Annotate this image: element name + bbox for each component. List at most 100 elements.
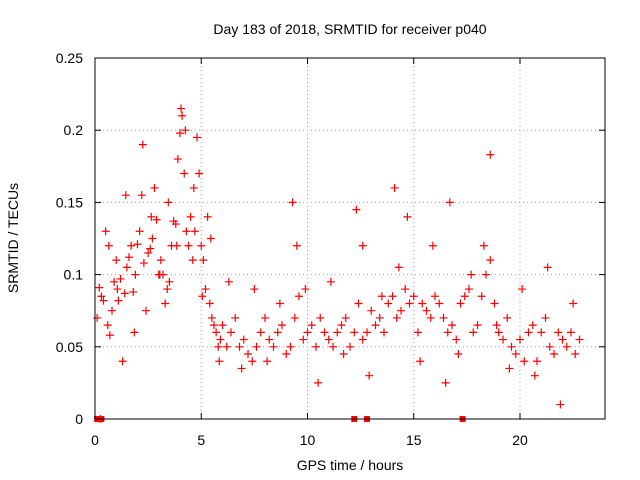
data-point: [152, 215, 161, 224]
data-point: [130, 328, 139, 337]
data-point: [528, 321, 537, 330]
data-point: [388, 292, 397, 301]
data-point: [290, 313, 299, 322]
data-point: [354, 299, 363, 308]
data-point: [486, 150, 495, 159]
data-point: [122, 263, 131, 272]
data-point: [392, 313, 401, 322]
data-point: [452, 335, 461, 344]
data-point: [503, 313, 512, 322]
axis-ticks: [94, 57, 605, 420]
data-point: [190, 227, 199, 236]
data-point: [554, 328, 563, 337]
data-point: [131, 270, 140, 279]
data-point: [337, 321, 346, 330]
data-point: [201, 285, 210, 294]
data-point: [456, 299, 465, 308]
data-points: [93, 104, 584, 423]
data-point: [428, 241, 437, 250]
data-point: [312, 342, 320, 351]
data-point: [265, 335, 274, 344]
data-point: [103, 321, 112, 330]
data-point: [184, 241, 193, 250]
data-point: [129, 287, 138, 296]
data-point: [295, 292, 303, 301]
y-tick-label: 0.2: [64, 122, 84, 138]
y-tick-label: 0.05: [56, 339, 83, 355]
data-point: [537, 328, 546, 337]
data-point: [177, 104, 186, 113]
data-point: [363, 328, 371, 337]
data-point: [207, 313, 216, 322]
data-point: [147, 212, 156, 221]
data-point: [155, 270, 164, 279]
x-tick-label: 10: [300, 432, 316, 448]
data-point: [499, 335, 507, 344]
data-point: [193, 133, 201, 142]
y-tick-label: 0.15: [56, 194, 83, 210]
x-axis-label: GPS time / hours: [297, 457, 404, 473]
data-point: [339, 350, 348, 359]
data-point: [180, 169, 189, 178]
data-point: [394, 263, 403, 272]
data-point: [278, 321, 286, 330]
data-point: [292, 241, 301, 250]
data-point: [439, 313, 448, 322]
data-point: [146, 244, 155, 253]
data-point: [380, 328, 388, 337]
data-point: [95, 283, 104, 292]
data-point: [261, 313, 269, 322]
data-point: [216, 335, 225, 344]
data-point: [205, 299, 214, 308]
data-point: [384, 299, 393, 308]
data-point: [426, 313, 435, 322]
data-point: [120, 289, 129, 298]
data-point: [301, 285, 310, 294]
y-tick-label: 0: [75, 411, 83, 427]
data-point: [113, 285, 122, 294]
data-point: [567, 328, 575, 337]
data-point: [299, 335, 308, 344]
data-point: [199, 256, 208, 265]
data-point: [375, 313, 384, 322]
data-point: [195, 169, 204, 178]
data-point: [275, 299, 284, 308]
data-point: [358, 335, 367, 344]
data-point: [350, 328, 359, 337]
data-point: [492, 321, 501, 330]
data-point: [482, 270, 490, 279]
data-point: [303, 328, 312, 337]
data-point: [390, 183, 399, 192]
data-point: [550, 350, 558, 359]
data-point: [562, 342, 571, 351]
data-point: [150, 183, 159, 192]
data-point: [465, 285, 473, 294]
data-point: [198, 292, 207, 301]
data-point: [224, 277, 233, 286]
data-point: [250, 285, 259, 294]
data-point: [422, 306, 431, 315]
data-point: [212, 328, 221, 337]
data-point: [505, 364, 514, 373]
data-point: [511, 350, 520, 359]
data-point: [197, 241, 206, 250]
data-point: [282, 350, 291, 359]
data-point: [569, 299, 578, 308]
data-point: [454, 350, 463, 359]
data-point: [118, 357, 127, 366]
tick-labels: 0 0.05 0.1 0.15 0.2 0.25 0 5 10 15 20: [56, 50, 528, 448]
data-point: [575, 335, 584, 344]
data-point: [273, 328, 282, 337]
data-point: [494, 328, 503, 337]
data-point: [110, 277, 119, 286]
data-point: [365, 371, 374, 380]
data-point: [244, 350, 252, 359]
data-point: [93, 313, 102, 322]
data-point: [441, 378, 450, 387]
data-point: [541, 313, 550, 322]
data-point: [252, 342, 261, 351]
data-point: [333, 328, 342, 337]
grid-lines: [95, 58, 605, 419]
data-point: [486, 256, 495, 265]
